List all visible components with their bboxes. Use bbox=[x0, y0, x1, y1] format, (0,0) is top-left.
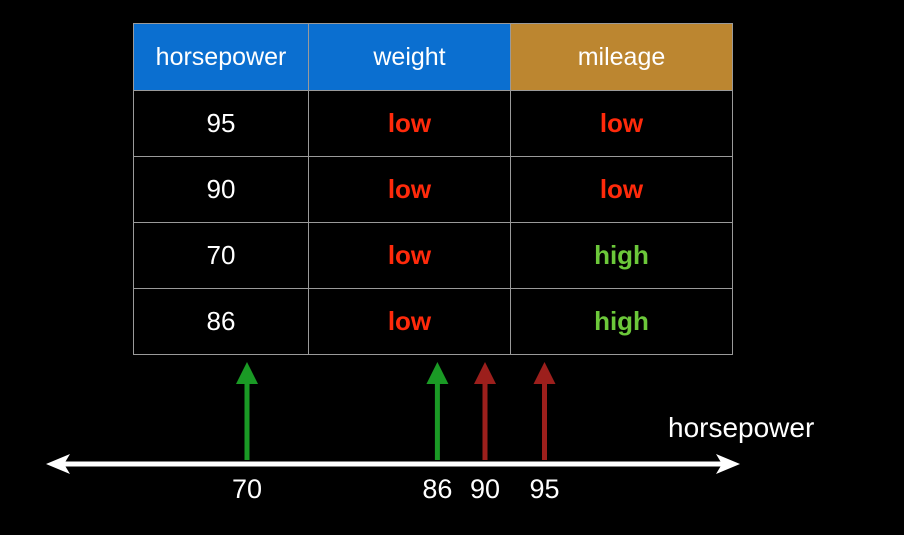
cell-mileage: high bbox=[510, 222, 733, 289]
table-row: 95 low low bbox=[133, 90, 733, 157]
tick-label: 70 bbox=[231, 474, 263, 504]
tick-label: 86 bbox=[422, 474, 453, 504]
data-table: horsepower weight mileage 95 low low 90 … bbox=[133, 23, 733, 355]
data-point-arrowhead bbox=[533, 362, 556, 384]
cell-horsepower: 70 bbox=[133, 222, 309, 289]
table-header-row: horsepower weight mileage bbox=[133, 23, 733, 91]
tick-label: 90 bbox=[469, 474, 501, 504]
header-horsepower: horsepower bbox=[133, 23, 309, 91]
cell-weight: low bbox=[308, 222, 511, 289]
cell-mileage: high bbox=[510, 288, 733, 355]
data-point-arrowhead bbox=[474, 362, 496, 384]
table-row: 86 low high bbox=[133, 288, 733, 355]
axis-right-arrowhead bbox=[716, 454, 740, 474]
cell-mileage: low bbox=[510, 156, 733, 223]
data-point-arrowhead bbox=[236, 362, 258, 384]
axis-left-arrowhead bbox=[46, 454, 70, 474]
cell-weight: low bbox=[308, 288, 511, 355]
table-row: 90 low low bbox=[133, 156, 733, 223]
axis-title: horsepower bbox=[668, 412, 815, 443]
header-weight: weight bbox=[308, 23, 511, 91]
cell-mileage: low bbox=[510, 90, 733, 157]
cell-horsepower: 95 bbox=[133, 90, 309, 157]
tick-label: 95 bbox=[529, 474, 560, 504]
table-row: 70 low high bbox=[133, 222, 733, 289]
cell-horsepower: 90 bbox=[133, 156, 309, 223]
data-point-arrowhead bbox=[426, 362, 449, 384]
cell-horsepower: 86 bbox=[133, 288, 309, 355]
